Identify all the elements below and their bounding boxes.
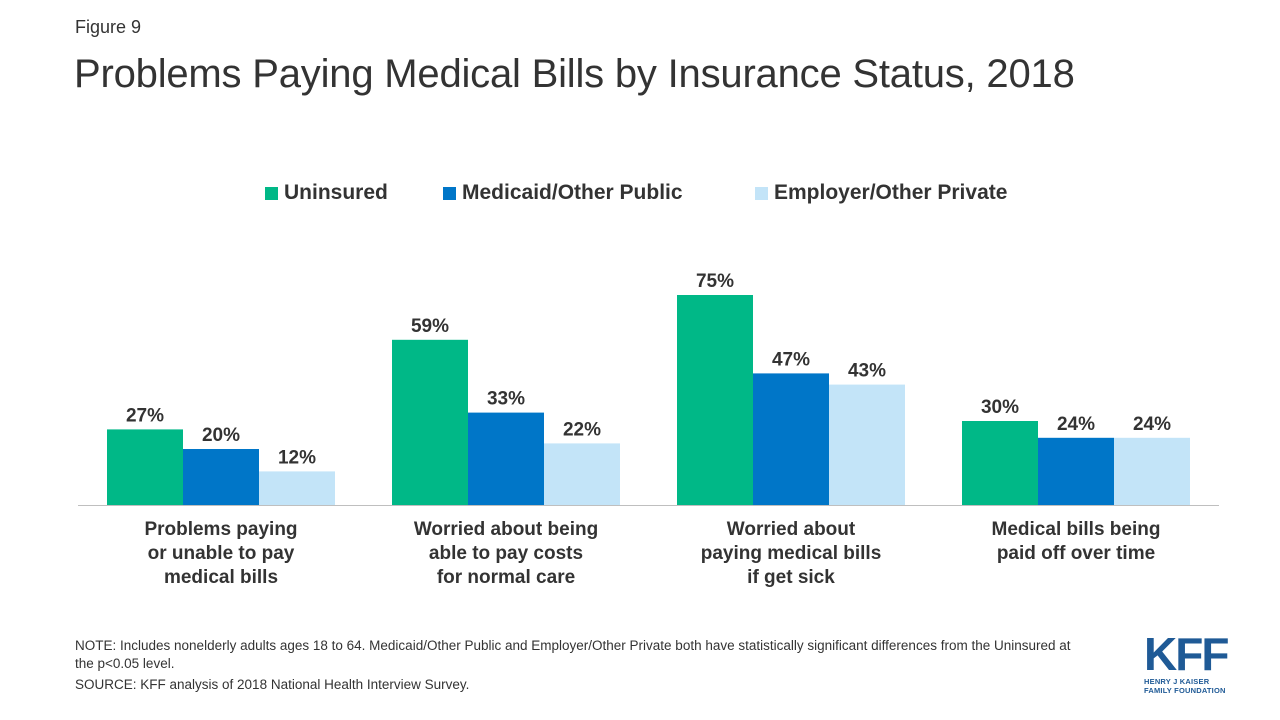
value-label-employer-other-private-2: 22% [563,419,601,440]
legend-label-employer: Employer/Other Private [774,181,1008,204]
value-label-medicaid-other-public-2: 33% [487,389,525,410]
legend-swatch-employer [755,186,768,200]
category-label-2-line-1: Worried about being [413,519,599,540]
bar-medicaid-other-public-4 [1038,437,1114,505]
category-label-2-line-2: able to pay costs [428,543,584,564]
bar-uninsured-2 [392,339,468,505]
legend-item-uninsured: Uninsured [265,180,388,206]
legend-item-medicaid: Medicaid/Other Public [443,180,683,206]
bar-uninsured-4 [962,421,1038,505]
category-label-4: Medical bills being paid off over time [946,518,1206,566]
category-label-1-line-3: medical bills [163,567,279,588]
legend-swatch-uninsured [265,186,278,200]
category-label-3: Worried about paying medical bills if ge… [661,518,921,590]
value-label-uninsured-1: 27% [126,405,164,426]
category-label-2: Worried about being able to pay costs fo… [376,518,636,590]
value-label-employer-other-private-1: 12% [278,447,316,468]
legend-swatch-medicaid [443,186,456,200]
bar-employer-other-private-4 [1114,437,1190,505]
bar-employer-other-private-2 [544,443,620,505]
bar-employer-other-private-3 [829,384,905,505]
legend-label-medicaid: Medicaid/Other Public [462,181,683,204]
bar-uninsured-3 [677,295,753,505]
value-label-employer-other-private-3: 43% [848,361,886,382]
category-label-2-line-3: for normal care [436,567,576,588]
category-label-1-line-2: or unable to pay [147,543,295,564]
category-label-1: Problems paying or unable to pay medical… [91,518,351,590]
legend: Uninsured Medicaid/Other Public Employer… [0,180,1280,206]
kff-logo-line-2: FAMILY FOUNDATION [1144,686,1226,695]
category-label-4-line-1: Medical bills being [991,519,1161,540]
value-label-uninsured-3: 75% [696,271,734,292]
category-label-1-line-1: Problems paying [144,519,298,540]
legend-label-uninsured: Uninsured [284,181,388,204]
category-label-3-line-1: Worried about [726,519,856,540]
figure-label: Figure 9 [75,17,142,37]
kff-logo-line-1: HENRY J KAISER [1144,677,1210,686]
footnote: NOTE: Includes nonelderly adults ages 18… [75,638,1071,671]
chart-title: Problems Paying Medical Bills by Insuran… [74,52,1075,96]
bar-uninsured-1 [107,429,183,505]
legend-item-employer: Employer/Other Private [755,180,1007,206]
bar-medicaid-other-public-2 [468,412,544,505]
value-label-employer-other-private-4: 24% [1133,414,1171,435]
category-label-3-line-3: if get sick [747,567,835,588]
source-note: SOURCE: KFF analysis of 2018 National He… [75,677,470,692]
value-label-uninsured-2: 59% [411,316,449,337]
bar-medicaid-other-public-3 [753,373,829,505]
kff-logo: KFF HENRY J KAISER FAMILY FOUNDATION [1144,631,1240,695]
category-label-3-line-2: paying medical bills [700,543,882,564]
value-label-uninsured-4: 30% [981,397,1019,418]
value-label-medicaid-other-public-1: 20% [202,425,240,446]
value-label-medicaid-other-public-4: 24% [1057,414,1095,435]
category-label-4-line-2: paid off over time [996,543,1156,564]
value-label-medicaid-other-public-3: 47% [772,349,810,370]
bar-employer-other-private-1 [259,471,335,505]
bar-chart: 27% 59% 75% 30% 20% 33% 47% 24% 12% 22% 43% 24% [78,271,1219,506]
kff-logo-mark: KFF [1144,628,1229,680]
bar-medicaid-other-public-1 [183,449,259,505]
